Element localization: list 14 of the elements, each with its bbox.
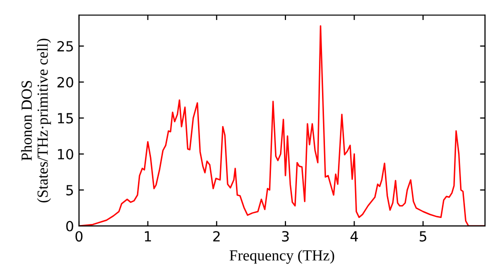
x-tick-label: 2 bbox=[213, 231, 220, 242]
y-tick-label: 0 bbox=[66, 220, 74, 232]
x-tick-label: 0 bbox=[75, 231, 82, 242]
y-tick-label: 20 bbox=[57, 77, 74, 88]
x-tick-label: 4 bbox=[350, 231, 358, 242]
y-tick-label: 15 bbox=[58, 113, 73, 124]
y-axis-title: Phonon DOS (States/THz·primitive cell) bbox=[21, 38, 51, 202]
y-tick-label: 25 bbox=[57, 41, 73, 52]
y-tick-label: 5 bbox=[66, 185, 73, 196]
y-tick-label: 10 bbox=[58, 148, 74, 160]
x-tick-label: 1 bbox=[144, 231, 151, 242]
x-axis-title: Frequency (THz) bbox=[230, 250, 334, 264]
x-tick-label: 5 bbox=[420, 231, 426, 242]
x-tick-label: 3 bbox=[282, 231, 289, 242]
